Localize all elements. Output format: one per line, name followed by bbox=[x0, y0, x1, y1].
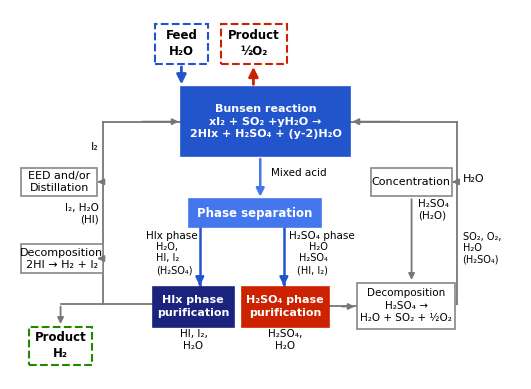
Text: HIx phase: HIx phase bbox=[145, 231, 197, 240]
Text: H₂SO₄
(H₂O): H₂SO₄ (H₂O) bbox=[418, 199, 449, 221]
Text: EED and/or
Distillation: EED and/or Distillation bbox=[28, 171, 90, 193]
Text: H₂SO₄ phase: H₂SO₄ phase bbox=[289, 231, 355, 240]
Text: SO₂, O₂,
H₂O
(H₂SO₄): SO₂, O₂, H₂O (H₂SO₄) bbox=[463, 231, 501, 265]
FancyBboxPatch shape bbox=[357, 283, 455, 329]
Text: Product
H₂: Product H₂ bbox=[35, 331, 87, 361]
Text: H₂O: H₂O bbox=[463, 174, 484, 184]
FancyBboxPatch shape bbox=[21, 168, 97, 196]
Text: I₂: I₂ bbox=[91, 142, 98, 152]
Text: Decomposition
2HI → H₂ + I₂: Decomposition 2HI → H₂ + I₂ bbox=[20, 247, 104, 270]
Text: HIx phase
purification: HIx phase purification bbox=[157, 296, 229, 318]
Text: Feed
H₂O: Feed H₂O bbox=[166, 30, 198, 58]
FancyBboxPatch shape bbox=[371, 168, 452, 196]
Text: Phase separation: Phase separation bbox=[198, 207, 313, 220]
Text: H₂SO₄,
H₂O: H₂SO₄, H₂O bbox=[268, 329, 303, 351]
FancyBboxPatch shape bbox=[190, 200, 321, 227]
Text: Mixed acid: Mixed acid bbox=[271, 168, 327, 179]
Text: Product
½O₂: Product ½O₂ bbox=[228, 30, 279, 58]
Text: H₂O,
HI, I₂
(H₂SO₄): H₂O, HI, I₂ (H₂SO₄) bbox=[156, 242, 193, 275]
FancyBboxPatch shape bbox=[182, 87, 349, 156]
FancyBboxPatch shape bbox=[155, 24, 208, 64]
Text: H₂SO₄ phase
purification: H₂SO₄ phase purification bbox=[246, 296, 324, 318]
Text: Concentration: Concentration bbox=[372, 177, 451, 187]
FancyBboxPatch shape bbox=[29, 327, 92, 365]
FancyBboxPatch shape bbox=[21, 244, 102, 273]
Text: Bunsen reaction
xI₂ + SO₂ +yH₂O →
2HIx + H₂SO₄ + (y-2)H₂O: Bunsen reaction xI₂ + SO₂ +yH₂O → 2HIx +… bbox=[190, 104, 341, 139]
Text: HI, I₂,
H₂O: HI, I₂, H₂O bbox=[179, 329, 208, 351]
FancyBboxPatch shape bbox=[242, 287, 329, 327]
FancyBboxPatch shape bbox=[152, 287, 234, 327]
Text: I₂, H₂O
(HI): I₂, H₂O (HI) bbox=[65, 203, 98, 224]
Text: H₂O
H₂SO₄
(HI, I₂): H₂O H₂SO₄ (HI, I₂) bbox=[297, 242, 328, 275]
Text: Decomposition
H₂SO₄ →
H₂O + SO₂ + ½O₂: Decomposition H₂SO₄ → H₂O + SO₂ + ½O₂ bbox=[360, 288, 452, 323]
FancyBboxPatch shape bbox=[221, 24, 287, 64]
